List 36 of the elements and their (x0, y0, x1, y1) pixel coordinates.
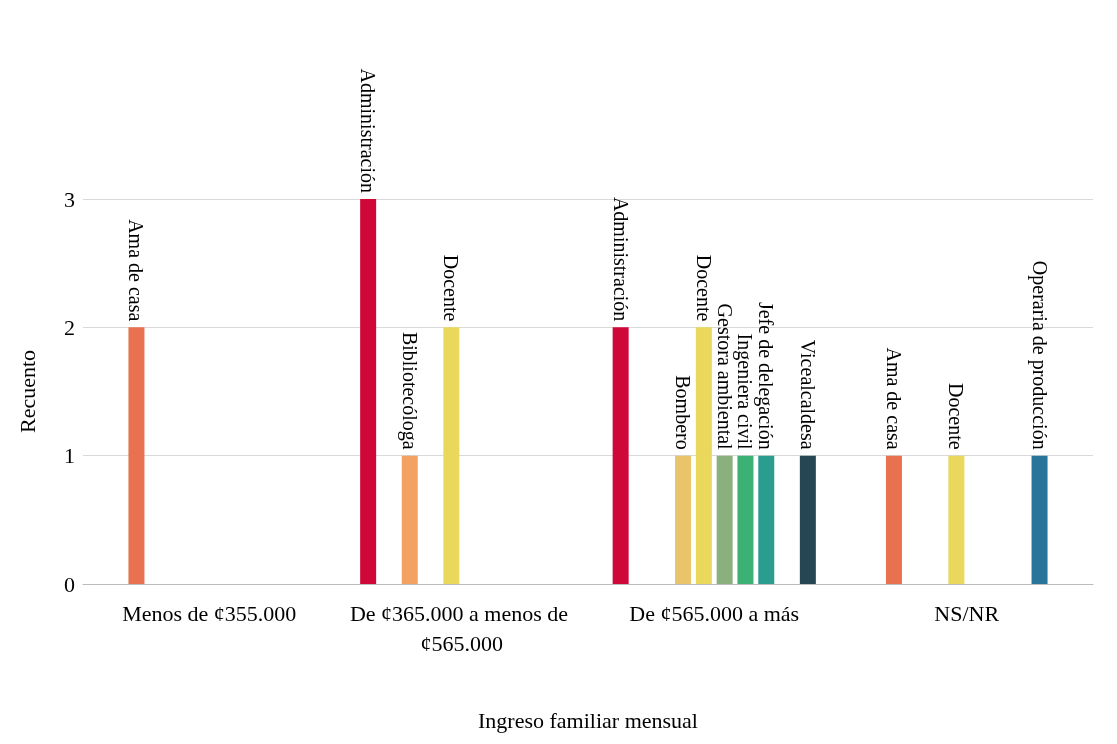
x-axis-title: Ingreso familiar mensual (478, 707, 698, 733)
bar (737, 455, 754, 584)
text: Docente (945, 383, 968, 450)
text: Operaria de producción (1027, 260, 1051, 450)
text: Jefe de delegación (754, 301, 778, 450)
bar (401, 455, 418, 584)
text: Bombero (672, 375, 695, 450)
bar (128, 327, 145, 584)
text: Administración (357, 68, 380, 193)
bar (716, 455, 733, 584)
text: Ama de casa (125, 219, 148, 322)
text: Administración (609, 196, 632, 322)
y-tick-label: 0 (64, 571, 75, 597)
bar (758, 455, 775, 584)
x-tick-label: NS/NR (934, 600, 1000, 626)
text: Docente (692, 254, 715, 322)
bar (1031, 455, 1048, 584)
text: Ama de casa (882, 347, 905, 450)
bar (799, 455, 816, 584)
text: Bibliotecóloga (397, 331, 421, 450)
y-tick-label: 2 (64, 314, 75, 340)
bar (360, 199, 377, 584)
y-tick-label: 1 (64, 443, 75, 469)
bar (885, 455, 902, 584)
x-tick-label: Menos de ¢355.000 (122, 600, 297, 626)
y-axis-title: Recuento (14, 349, 40, 434)
bar (443, 327, 460, 584)
x-tick-label: De ¢565.000 a más (629, 600, 800, 626)
bar (612, 327, 629, 584)
text: Vicealcaldesa (796, 339, 819, 450)
bar (675, 455, 692, 584)
text: Docente (440, 254, 463, 322)
x-tick-label: De ¢365.000 a menos de ¢565.000 (349, 600, 574, 656)
bar (948, 455, 965, 584)
y-tick-label: 3 (64, 186, 75, 212)
bar (695, 327, 712, 584)
